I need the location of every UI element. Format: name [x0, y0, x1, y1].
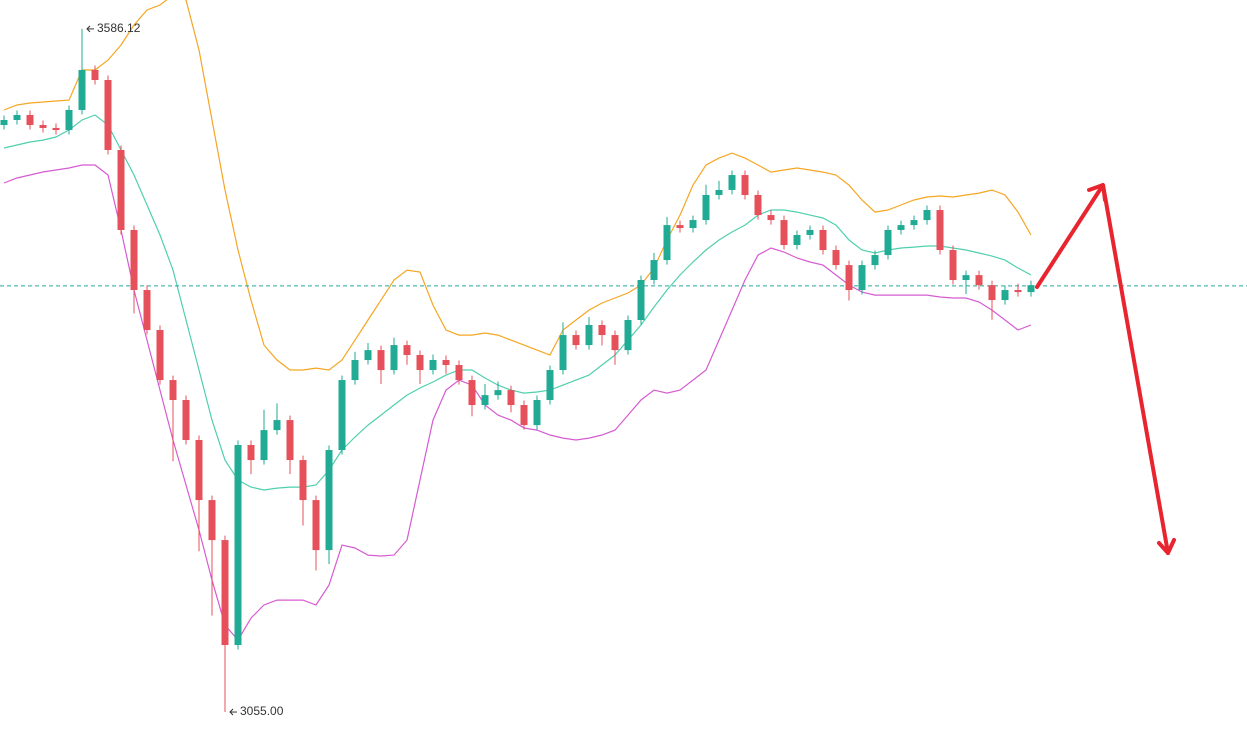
arrow-head-up [1087, 183, 1107, 202]
candle-body [1027, 285, 1035, 293]
candle-body [299, 460, 307, 501]
bollinger-bands [3, 0, 1032, 642]
candle-body [884, 229, 892, 256]
candle-body [637, 280, 645, 321]
candle-body [442, 360, 450, 366]
candle-body [832, 250, 840, 266]
candle-body [793, 234, 801, 246]
candle-body [715, 189, 723, 195]
candle-body [416, 354, 424, 371]
candle-body [156, 330, 164, 381]
candle-body [0, 120, 8, 126]
candle-body [819, 229, 827, 251]
candle-body [520, 405, 528, 426]
arrow-head-down [1157, 538, 1176, 555]
candle-body [52, 127, 60, 131]
candle-body [481, 395, 489, 406]
annotation-label: 3055.00 [240, 704, 284, 718]
candle-body [845, 265, 853, 291]
candle-body [689, 220, 697, 229]
candle-body [897, 225, 905, 230]
candle-body [663, 225, 671, 261]
candle-body [117, 149, 125, 230]
candle-body [390, 345, 398, 371]
candle-body [676, 225, 684, 229]
annotation-arrow-head [86, 25, 91, 33]
candle-body [741, 175, 749, 195]
candle-body [546, 370, 554, 401]
forecast-arrows [1035, 183, 1176, 555]
candle-body [507, 390, 515, 406]
forecast-path [1035, 183, 1170, 555]
candle-body [598, 325, 606, 336]
candle-body [1014, 290, 1022, 293]
candle-body [858, 265, 866, 291]
candle-body [208, 500, 216, 541]
candle-body [572, 335, 580, 346]
annotations: 3586.12 3055.00 [86, 21, 284, 718]
candle-body [611, 335, 619, 351]
band-line [3, 0, 1032, 371]
candle-body [702, 194, 710, 221]
candle-body [130, 229, 138, 291]
candle-body [13, 114, 21, 121]
candle-body [338, 380, 346, 451]
annotation-arrow-head [229, 708, 234, 716]
candle-body [182, 400, 190, 441]
candle-body [26, 114, 34, 126]
candle-body [559, 335, 567, 371]
candles [0, 28, 1035, 713]
candle-body [806, 229, 814, 235]
candle-body [585, 325, 593, 346]
candle-body [949, 250, 957, 281]
candle-body [533, 400, 541, 426]
candle-body [143, 290, 151, 331]
candle-body [728, 175, 736, 190]
candle-body [650, 260, 658, 281]
candle-body [468, 380, 476, 406]
candle-body [780, 220, 788, 246]
candle-body [975, 275, 983, 286]
candle-body [273, 420, 281, 431]
candle-body [403, 345, 411, 355]
candle-body [286, 420, 294, 461]
candle-body [78, 69, 86, 110]
candle-body [455, 365, 463, 381]
candle-body [923, 210, 931, 221]
candle-body [91, 69, 99, 81]
candle-body [988, 285, 996, 301]
candle-body [39, 125, 47, 128]
candle-body [624, 320, 632, 351]
candle-body [351, 360, 359, 381]
candle-body [169, 380, 177, 401]
candle-body [871, 255, 879, 266]
candle-body [377, 350, 385, 371]
candle-body [195, 440, 203, 501]
candle-body [234, 445, 242, 646]
candle-body [247, 445, 255, 461]
candle-body [910, 220, 918, 226]
candle-body [312, 500, 320, 551]
candle-body [754, 194, 762, 216]
candle-body [767, 215, 775, 221]
candle-body [364, 350, 372, 361]
candle-body [221, 540, 229, 646]
annotation-label: 3586.12 [97, 21, 141, 35]
candle-body [494, 390, 502, 396]
band-line [3, 164, 1032, 642]
candle-body [962, 275, 970, 281]
candle-body [936, 210, 944, 251]
band-line [3, 114, 1032, 491]
candle-body [65, 109, 73, 131]
candle-body [325, 450, 333, 551]
candle-body [1001, 290, 1009, 301]
candle-body [429, 360, 437, 371]
candle-body [260, 430, 268, 461]
candle-body [104, 80, 112, 150]
